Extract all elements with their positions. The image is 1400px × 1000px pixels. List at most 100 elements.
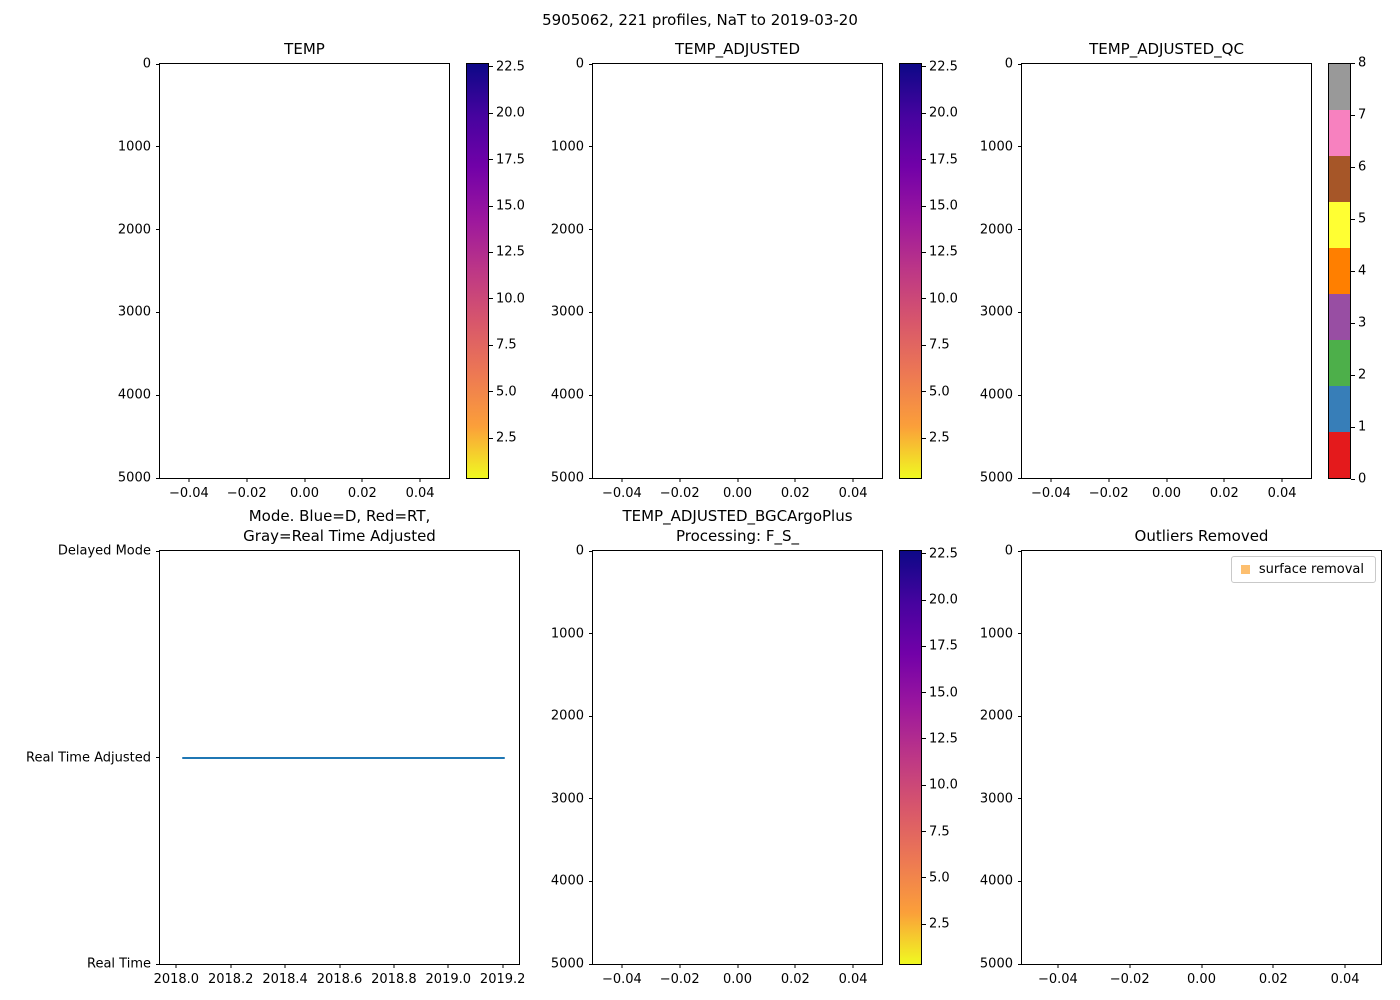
x-tick-mark — [393, 964, 395, 968]
y-tick-label: 2000 — [979, 708, 1013, 724]
colorbar: 2.5 5.0 7.5 10.0 12.5 15.0 17.5 20.0 22.5 — [466, 59, 525, 479]
colorbar: 2.5 5.0 7.5 10.0 12.5 15.0 17.5 20.0 22.5 — [899, 59, 958, 479]
x-tick-mark — [1344, 964, 1346, 968]
colorbar-tick-label: 7.5 — [929, 337, 950, 353]
subplot-mode: Mode. Blue=D, Red=RT, Gray=Real Time Adj… — [26, 507, 525, 987]
y-tick-label: 4000 — [550, 387, 584, 403]
x-tick-label: −0.04 — [1030, 486, 1071, 501]
colorbar-tick-mark — [1351, 166, 1355, 168]
y-tick-mark — [156, 477, 160, 479]
colorbar-tick-label: 5.0 — [929, 384, 950, 400]
y-tick-mark — [589, 963, 593, 965]
y-tick-mark — [589, 63, 593, 65]
subplot-title: TEMP — [284, 39, 325, 58]
y-tick-mark — [156, 550, 160, 552]
x-tick-mark — [304, 478, 305, 482]
y-tick-mark — [156, 229, 160, 231]
x-tick-mark — [175, 964, 177, 968]
x-tick-label: −0.04 — [1037, 972, 1078, 987]
colorbar-tick-mark — [922, 599, 926, 601]
y-tick-label: 4000 — [550, 873, 584, 889]
legend-label: surface removal — [1258, 562, 1364, 577]
y-tick-mark — [589, 146, 593, 148]
x-tick-label: 0.04 — [1267, 486, 1297, 501]
colorbar-tick-mark — [1351, 478, 1355, 480]
x-tick-label: −0.04 — [168, 486, 209, 501]
y-tick-label: 0 — [1004, 543, 1013, 559]
x-tick-mark — [188, 478, 190, 482]
subplot-outliers-removed: Outliers Removed surface removal −0.04 −0… — [980, 527, 1382, 987]
y-tick-mark — [156, 63, 160, 65]
y-tick-label: 5000 — [550, 470, 584, 486]
x-tick-mark — [1166, 478, 1167, 482]
x-tick-label: −0.02 — [1088, 486, 1129, 501]
colorbar-tick-label: 12.5 — [929, 731, 958, 747]
subplot-temp-adjusted-bgcargoplus: TEMP_ADJUSTED_BGCArgoPlus Processing: F_… — [551, 507, 958, 987]
colorbar-tick-label: 0 — [1358, 471, 1367, 487]
colorbar-tick-mark — [922, 344, 926, 346]
y-tick-label: 2000 — [550, 222, 584, 238]
x-tick-label: 0.04 — [405, 486, 435, 501]
y-tick-label: Real Time Adjusted — [26, 750, 151, 765]
x-tick-label: 0.02 — [780, 972, 810, 987]
y-tick-label: 3000 — [550, 304, 584, 320]
x-tick-mark — [737, 478, 738, 482]
y-tick-label: Real Time — [87, 956, 151, 972]
colorbar-tick-label: 20.0 — [929, 592, 958, 608]
x-tick-mark — [419, 478, 421, 482]
colorbar-tick-label: 15.0 — [929, 685, 958, 701]
y-tick-mark — [1018, 394, 1022, 396]
x-tick-mark — [621, 964, 623, 968]
y-tick-label: 3000 — [979, 304, 1013, 320]
x-tick-mark — [230, 964, 232, 968]
colorbar-tick-label: 5.0 — [929, 870, 950, 886]
colorbar-tick-mark — [922, 251, 926, 253]
y-tick-mark — [1018, 880, 1022, 882]
colorbar-tick-mark — [922, 738, 926, 740]
colorbar-segment — [1329, 340, 1350, 386]
x-tick-label: 2018.2 — [207, 972, 254, 987]
colorbar-tick-label: 7.5 — [496, 337, 517, 353]
colorbar-gradient — [1328, 63, 1351, 479]
colorbar-segment — [1329, 248, 1350, 294]
x-tick-mark — [1281, 478, 1283, 482]
x-tick-mark — [1057, 964, 1059, 968]
y-tick-mark — [1018, 63, 1022, 65]
x-tick-mark — [284, 964, 286, 968]
x-tick-label: −0.02 — [226, 486, 267, 501]
colorbar-tick-mark — [489, 159, 493, 161]
y-tick-mark — [1018, 798, 1022, 800]
y-tick-mark — [589, 394, 593, 396]
x-tick-mark — [852, 964, 854, 968]
y-tick-label: 5000 — [550, 956, 584, 972]
y-tick-mark — [589, 633, 593, 635]
subplot-temp: TEMP 2.5 5.0 7.5 10.0 12.5 15.0 17.5 20.0 22.5 −… — [118, 40, 525, 502]
x-tick-label: 2018.0 — [153, 972, 200, 987]
x-tick-mark — [679, 964, 681, 968]
colorbar-tick-label: 4 — [1358, 263, 1367, 279]
x-tick-label: 0.00 — [1152, 486, 1181, 501]
x-tick-mark — [737, 964, 738, 968]
y-tick-mark — [589, 229, 593, 231]
subplot-title: Mode. Blue=D, Red=RT, Gray=Real Time Adj… — [243, 507, 436, 545]
x-tick-mark — [361, 478, 363, 482]
x-tick-mark — [1050, 478, 1052, 482]
colorbar-tick-label: 10.0 — [929, 291, 958, 307]
y-tick-label: 0 — [575, 543, 584, 559]
x-tick-label: 2018.6 — [316, 972, 363, 987]
y-tick-label: 0 — [575, 56, 584, 72]
colorbar-tick-label: 17.5 — [929, 152, 958, 168]
y-tick-mark — [156, 963, 160, 965]
colorbar-tick-label: 20.0 — [496, 105, 525, 121]
x-tick-mark — [246, 478, 248, 482]
colorbar-tick-mark — [922, 391, 926, 393]
colorbar-segment — [1329, 294, 1350, 340]
colorbar-tick-mark — [489, 112, 493, 114]
colorbar-tick-mark — [489, 391, 493, 393]
colorbar-tick-mark — [922, 831, 926, 833]
colorbar-tick-mark — [489, 251, 493, 253]
colorbar-tick-label: 15.0 — [929, 198, 958, 214]
colorbar-tick-mark — [922, 692, 926, 694]
colorbar-tick-mark — [1351, 374, 1355, 376]
subplot-temp-adjusted-qc: TEMP_ADJUSTED_QC 0 1 2 3 4 5 6 7 8 −0.04 −0.02 0.0… — [980, 40, 1366, 502]
